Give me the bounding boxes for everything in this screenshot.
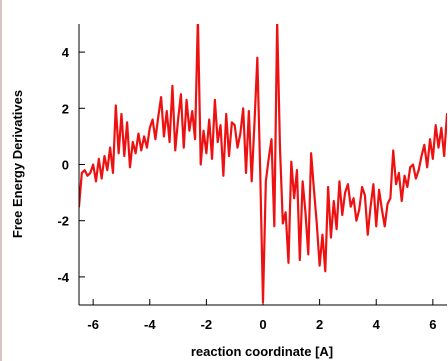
x-tick-label: -2 bbox=[201, 317, 213, 332]
y-tick-label: 4 bbox=[62, 45, 70, 60]
left-border bbox=[0, 0, 2, 361]
x-tick-label: -4 bbox=[144, 317, 156, 332]
y-tick-labels: -4 -2 0 2 4 bbox=[57, 45, 69, 285]
series-line-0 bbox=[79, 24, 447, 304]
x-tick-label: 2 bbox=[316, 317, 323, 332]
y-tick-label: 2 bbox=[62, 101, 69, 116]
x-tick-label: 6 bbox=[429, 317, 436, 332]
y-tick-label: 0 bbox=[62, 158, 69, 173]
axes bbox=[78, 24, 447, 306]
x-axis-label: reaction coordinate [A] bbox=[191, 344, 333, 359]
tick-marks bbox=[79, 51, 434, 305]
series-layer bbox=[79, 24, 447, 304]
y-tick-label: -4 bbox=[57, 270, 69, 285]
x-tick-labels: -6 -4 -2 0 2 4 6 bbox=[87, 317, 436, 332]
y-axis-label: Free Energy Derivatives bbox=[10, 90, 25, 238]
x-tick-label: -6 bbox=[87, 317, 99, 332]
x-tick-label: 4 bbox=[373, 317, 381, 332]
y-tick-label: -2 bbox=[57, 214, 69, 229]
x-tick-label: 0 bbox=[259, 317, 266, 332]
